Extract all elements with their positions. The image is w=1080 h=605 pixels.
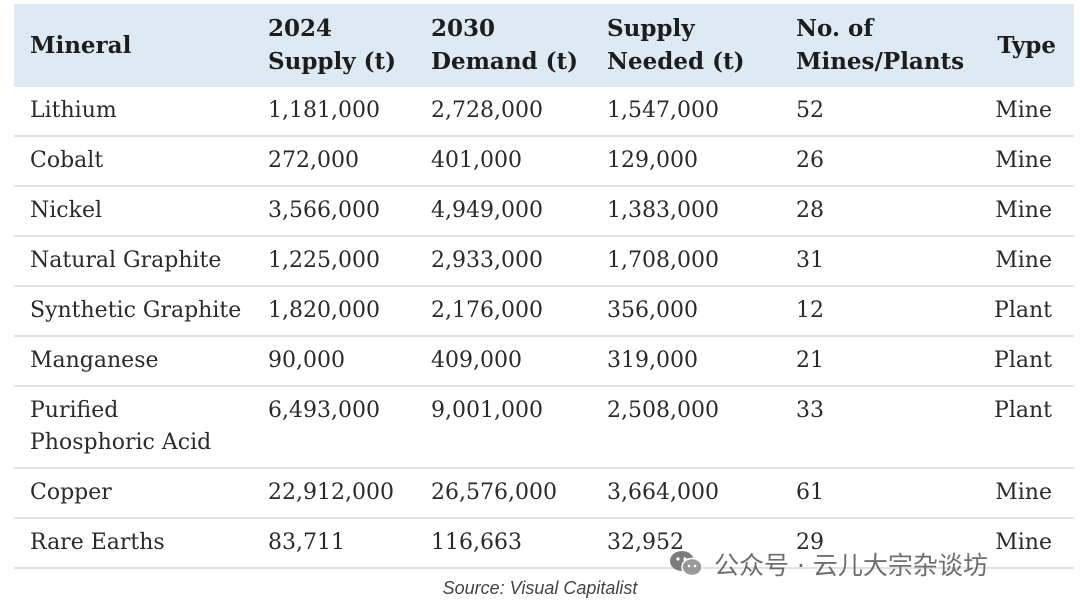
table-container: Mineral 2024 Supply (t) 2030 Demand (t) Su… (14, 4, 1074, 569)
header-mines-plants: No. of Mines/Plants (796, 15, 965, 75)
cell-supply-needed: 1,383,000 (607, 186, 796, 237)
cell-type: Mine (968, 236, 1074, 287)
cell-mineral: Synthetic Graphite (14, 286, 268, 337)
cell-supply-needed: 356,000 (607, 286, 796, 337)
cell-supply-2024: 6,493,000 (268, 386, 431, 469)
table-row: Synthetic Graphite 1,820,000 2,176,000 356,… (14, 286, 1074, 337)
cell-supply-2024: 83,711 (268, 518, 431, 569)
cell-demand-2030: 26,576,000 (431, 468, 607, 519)
cell-mines-plants-count: 26 (796, 136, 968, 187)
table-row: Purified Phosphoric Acid 6,493,000 9,001,00… (14, 386, 1074, 469)
cell-supply-2024: 1,820,000 (268, 286, 431, 337)
cell-supply-needed: 2,508,000 (607, 386, 796, 469)
header-demand-2030: 2030 Demand (t) (431, 15, 579, 75)
cell-mines-plants-count: 33 (796, 386, 968, 469)
cell-supply-2024: 1,181,000 (268, 87, 431, 137)
table-row: Nickel 3,566,000 4,949,000 1,383,000 28 Mine (14, 186, 1074, 237)
cell-type: Plant (968, 386, 1074, 469)
cell-demand-2030: 2,933,000 (431, 236, 607, 287)
cell-mineral: Cobalt (14, 136, 268, 187)
cell-type: Mine (968, 468, 1074, 519)
watermark: 公众号 · 云儿大宗杂谈坊 (668, 546, 988, 582)
cell-mineral: Manganese (14, 336, 268, 387)
header-supply-2024: 2024 Supply (t) (268, 15, 396, 75)
cell-supply-needed: 319,000 (607, 336, 796, 387)
cell-mines-plants-count: 12 (796, 286, 968, 337)
watermark-text: 公众号 · 云儿大宗杂谈坊 (714, 551, 988, 580)
header-row: Mineral 2024 Supply (t) 2030 Demand (t) Su… (14, 4, 1074, 87)
cell-type: Plant (968, 286, 1074, 337)
table-row: Manganese 90,000 409,000 319,000 21 Plant (14, 336, 1074, 387)
cell-type: Mine (968, 87, 1074, 137)
cell-demand-2030: 4,949,000 (431, 186, 607, 237)
cell-supply-2024: 90,000 (268, 336, 431, 387)
cell-supply-2024: 1,225,000 (268, 236, 431, 287)
cell-supply-2024: 3,566,000 (268, 186, 431, 237)
minerals-table: Mineral 2024 Supply (t) 2030 Demand (t) Su… (14, 4, 1074, 569)
header-supply-needed: Supply Needed (t) (607, 15, 745, 75)
cell-mines-plants-count: 21 (796, 336, 968, 387)
cell-type: Plant (968, 336, 1074, 387)
source-caption: Source: Visual Capitalist (442, 578, 638, 598)
cell-supply-needed: 1,708,000 (607, 236, 796, 287)
cell-supply-2024: 272,000 (268, 136, 431, 187)
cell-demand-2030: 409,000 (431, 336, 607, 387)
cell-demand-2030: 116,663 (431, 518, 607, 569)
cell-mineral: Lithium (14, 87, 268, 137)
cell-mines-plants-count: 31 (796, 236, 968, 287)
cell-demand-2030: 9,001,000 (431, 386, 607, 469)
cell-demand-2030: 2,176,000 (431, 286, 607, 337)
cell-type: Mine (968, 518, 1074, 569)
cell-mines-plants-count: 52 (796, 87, 968, 137)
cell-mineral: Purified Phosphoric Acid (14, 386, 268, 469)
cell-supply-needed: 1,547,000 (607, 87, 796, 137)
cell-mineral: Natural Graphite (14, 236, 268, 287)
cell-mineral: Rare Earths (14, 518, 268, 569)
cell-type: Mine (968, 186, 1074, 237)
cell-mines-plants-count: 28 (796, 186, 968, 237)
cell-mines-plants-count: 61 (796, 468, 968, 519)
cell-mineral: Copper (14, 468, 268, 519)
table-row: Rare Earths 83,711 116,663 32,952 29 Mine (14, 518, 1074, 569)
table-row: Copper 22,912,000 26,576,000 3,664,000 61 Min… (14, 468, 1074, 519)
table-row: Cobalt 272,000 401,000 129,000 26 Mine (14, 136, 1074, 187)
cell-supply-needed: 129,000 (607, 136, 796, 187)
cell-demand-2030: 2,728,000 (431, 87, 607, 137)
header-type: Type (997, 31, 1056, 59)
cell-supply-needed: 3,664,000 (607, 468, 796, 519)
cell-supply-2024: 22,912,000 (268, 468, 431, 519)
cell-mineral: Nickel (14, 186, 268, 237)
cell-supply-needed: 32,952 (607, 518, 796, 569)
wechat-icon (668, 549, 704, 579)
cell-demand-2030: 401,000 (431, 136, 607, 187)
header-mineral: Mineral (30, 31, 132, 59)
cell-mines-plants-count: 29 (796, 518, 968, 569)
table-row: Lithium 1,181,000 2,728,000 1,547,000 52 Mine (14, 87, 1074, 137)
table-row: Natural Graphite 1,225,000 2,933,000 1,708,… (14, 236, 1074, 287)
cell-type: Mine (968, 136, 1074, 187)
